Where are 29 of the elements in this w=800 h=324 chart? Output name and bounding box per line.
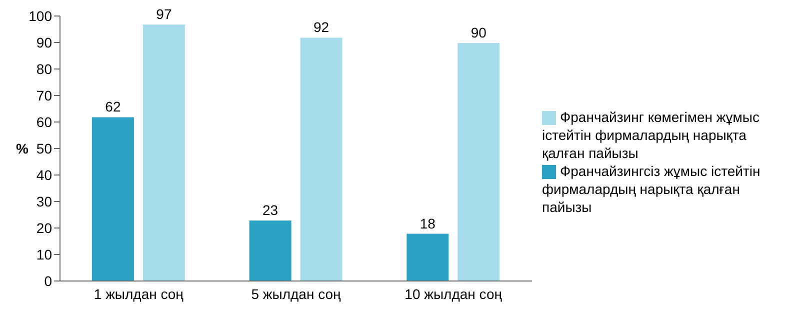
bar xyxy=(90,116,135,281)
x-tick-label: 10 жылдан соң xyxy=(404,286,502,302)
bar xyxy=(299,36,344,281)
y-tick-label: 50 xyxy=(36,140,52,156)
y-tick-label: 60 xyxy=(36,114,52,130)
data-label: 97 xyxy=(156,6,172,22)
y-tick-label: 10 xyxy=(36,246,52,262)
bar xyxy=(248,220,292,281)
data-label: 62 xyxy=(105,98,121,115)
legend-label: Франчайзингсіз жұмыс істейтін фирмалардың нарықта қалған пайызы xyxy=(542,163,760,215)
x-tick-label: 5 жылдан соң xyxy=(251,286,342,302)
y-tick-label: 40 xyxy=(36,166,52,183)
y-tick-label: 80 xyxy=(36,60,52,77)
y-tick-label: 100 xyxy=(28,8,52,24)
data-label: 92 xyxy=(314,19,330,36)
legend-label: Франчайзинг көмегімен жұмыс істейтін фирмалардың нарықта қалған пайызы xyxy=(542,109,760,161)
y-tick-label: 90 xyxy=(36,34,52,50)
y-tick-label: 20 xyxy=(36,220,52,236)
bar xyxy=(406,232,450,281)
bar xyxy=(456,42,501,281)
bar xyxy=(142,23,186,281)
y-tick-label: 0 xyxy=(44,272,52,289)
x-tick-label: 1 жылдан соң xyxy=(94,286,184,302)
y-tick-label: 30 xyxy=(36,193,52,210)
data-label: 18 xyxy=(420,215,436,232)
data-label: 90 xyxy=(470,24,487,40)
y-axis-title: % xyxy=(16,140,29,156)
data-label: 23 xyxy=(262,202,278,218)
y-tick-label: 70 xyxy=(36,87,52,104)
